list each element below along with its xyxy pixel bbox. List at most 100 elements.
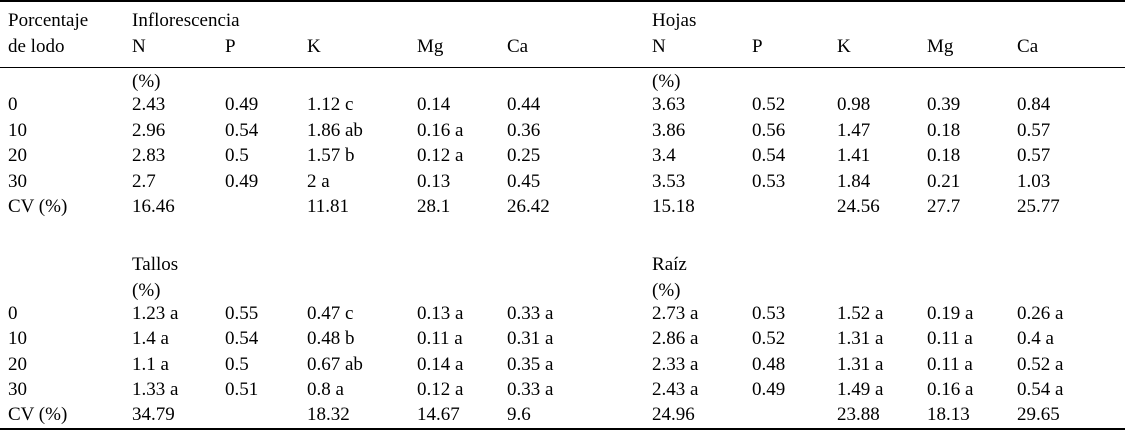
group-header-tallos: Tallos — [132, 254, 179, 276]
value-cell: 28.1 — [417, 196, 451, 218]
value-cell: 0.84 — [1017, 94, 1051, 116]
value-cell: 0.57 — [1017, 119, 1051, 141]
value-cell: 2.86 a — [652, 328, 699, 350]
value-cell: 1.33 a — [132, 379, 179, 401]
value-cell: 0.54 — [225, 119, 259, 141]
value-cell: 0.52 — [752, 328, 786, 350]
value-cell: 34.79 — [132, 404, 175, 426]
value-cell: 0.54 — [752, 145, 786, 167]
value-cell: 0.54 a — [1017, 379, 1064, 401]
value-cell: 0.18 — [927, 145, 961, 167]
value-cell: 0.49 — [752, 379, 786, 401]
value-cell: 27.7 — [927, 196, 961, 218]
value-cell: 0.18 — [927, 119, 961, 141]
header-row-groups-2: Tallos Raíz — [0, 245, 1125, 276]
value-cell: 1.31 a — [837, 353, 884, 375]
group-header-inflorescencia: Inflorescencia — [132, 10, 240, 32]
nutrient-header-n: N — [132, 36, 146, 58]
row-label: CV (%) — [8, 404, 68, 426]
row-label: 10 — [8, 119, 27, 141]
cv-row: CV (%) 16.46 11.81 28.1 26.42 15.18 24.5… — [0, 195, 1125, 221]
value-cell: 0.11 a — [927, 353, 973, 375]
value-cell: 18.32 — [307, 404, 350, 426]
value-cell: 0.49 — [225, 170, 259, 192]
value-cell: 1.23 a — [132, 302, 179, 324]
value-cell: 0.47 c — [307, 302, 354, 324]
row-header-line2: de lodo — [8, 36, 65, 58]
header-row-nutrients: de lodo N P K Mg Ca N P K Mg Ca — [0, 32, 1125, 68]
value-cell: 1.86 ab — [307, 119, 363, 141]
unit-row: (%) (%) — [0, 68, 1125, 94]
value-cell: 0.5 — [225, 145, 249, 167]
value-cell: 3.63 — [652, 94, 686, 116]
unit-label: (%) — [652, 279, 681, 301]
section-spacer — [0, 221, 1125, 245]
value-cell: 23.88 — [837, 404, 880, 426]
value-cell: 2.33 a — [652, 353, 699, 375]
value-cell: 0.14 a — [417, 353, 464, 375]
value-cell — [752, 403, 837, 429]
value-cell — [225, 403, 307, 429]
row-label: 30 — [8, 379, 27, 401]
value-cell: 0.11 a — [927, 328, 973, 350]
value-cell: 14.67 — [417, 404, 460, 426]
value-cell: 0.26 a — [1017, 302, 1064, 324]
value-cell: 0.12 a — [417, 379, 464, 401]
value-cell: 0.48 — [752, 353, 786, 375]
value-cell: 0.53 — [752, 302, 786, 324]
value-cell: 3.86 — [652, 119, 686, 141]
value-cell: 9.6 — [507, 404, 531, 426]
value-cell: 0.33 a — [507, 302, 554, 324]
value-cell: 0.54 — [225, 328, 259, 350]
row-label: 0 — [8, 94, 18, 116]
value-cell: 0.14 — [417, 94, 451, 116]
value-cell: 0.8 a — [307, 379, 344, 401]
table-row: 10 1.4 a 0.54 0.48 b 0.11 a 0.31 a 2.86 … — [0, 327, 1125, 353]
value-cell: 0.45 — [507, 170, 541, 192]
row-label: CV (%) — [8, 196, 68, 218]
value-cell: 29.65 — [1017, 404, 1060, 426]
value-cell: 24.96 — [652, 404, 695, 426]
value-cell: 2.7 — [132, 170, 156, 192]
row-label: 10 — [8, 328, 27, 350]
value-cell: 3.4 — [652, 145, 676, 167]
value-cell: 0.53 — [752, 170, 786, 192]
value-cell: 0.4 a — [1017, 328, 1054, 350]
header-row-groups: Porcentaje Inflorescencia Hojas — [0, 1, 1125, 32]
value-cell: 2 a — [307, 170, 330, 192]
row-label: 20 — [8, 353, 27, 375]
row-label: 20 — [8, 145, 27, 167]
table-row: 0 2.43 0.49 1.12 c 0.14 0.44 3.63 0.52 0… — [0, 93, 1125, 119]
value-cell: 1.1 a — [132, 353, 169, 375]
unit-row: (%) (%) — [0, 276, 1125, 302]
value-cell: 0.13 — [417, 170, 451, 192]
value-cell: 0.49 — [225, 94, 259, 116]
value-cell: 0.44 — [507, 94, 541, 116]
value-cell: 26.42 — [507, 196, 550, 218]
value-cell — [225, 195, 307, 221]
value-cell: 0.21 — [927, 170, 961, 192]
value-cell: 0.25 — [507, 145, 541, 167]
value-cell: 0.13 a — [417, 302, 464, 324]
value-cell: 3.53 — [652, 170, 686, 192]
nutrient-header-p: P — [752, 36, 763, 58]
value-cell: 0.52 — [752, 94, 786, 116]
table-row: 20 1.1 a 0.5 0.67 ab 0.14 a 0.35 a 2.33 … — [0, 352, 1125, 378]
value-cell: 1.84 — [837, 170, 871, 192]
nutrient-header-k: K — [837, 36, 851, 58]
value-cell: 25.77 — [1017, 196, 1060, 218]
table-row: 10 2.96 0.54 1.86 ab 0.16 a 0.36 3.86 0.… — [0, 119, 1125, 145]
group-header-hojas: Hojas — [652, 10, 697, 32]
value-cell: 0.16 a — [417, 119, 464, 141]
value-cell: 0.16 a — [927, 379, 974, 401]
value-cell: 0.36 — [507, 119, 541, 141]
value-cell: 2.73 a — [652, 302, 699, 324]
value-cell: 0.33 a — [507, 379, 554, 401]
group-header-raiz: Raíz — [652, 254, 687, 276]
value-cell: 0.19 a — [927, 302, 974, 324]
value-cell: 0.67 ab — [307, 353, 363, 375]
value-cell: 0.57 — [1017, 145, 1051, 167]
value-cell: 11.81 — [307, 196, 350, 218]
value-cell: 0.35 a — [507, 353, 554, 375]
value-cell — [752, 195, 837, 221]
